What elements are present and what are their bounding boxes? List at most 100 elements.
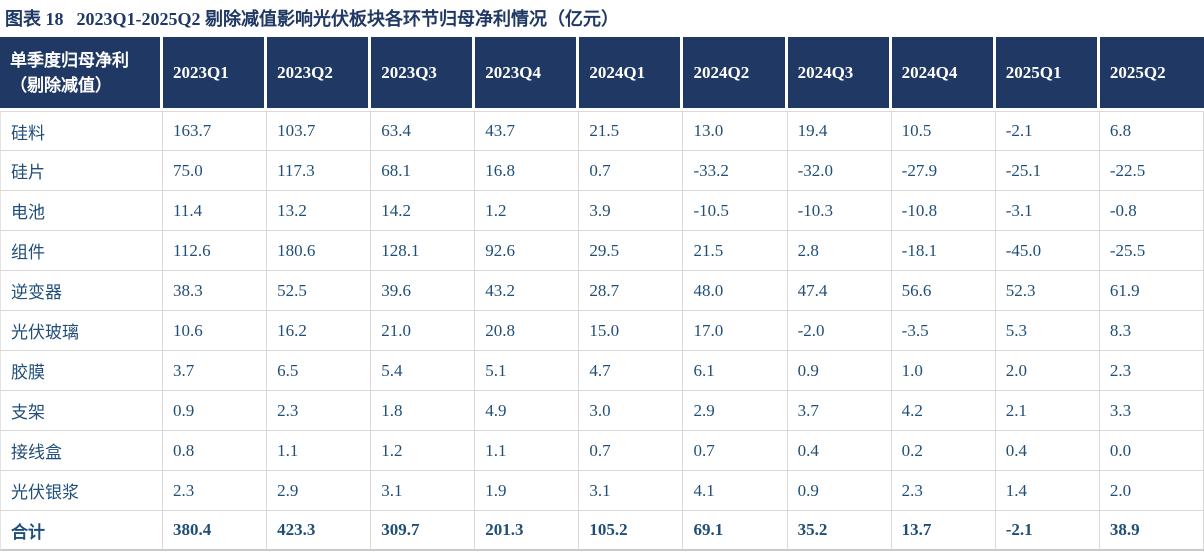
- table-row: 胶膜 3.7 6.5 5.4 5.1 4.7 6.1 0.9 1.0 2.0 2.3: [0, 351, 1204, 391]
- value-cell: 47.4: [787, 271, 892, 311]
- value-cell: 0.7: [579, 151, 684, 191]
- value-cell: 3.7: [163, 351, 268, 391]
- value-cell: 43.2: [475, 271, 580, 311]
- value-cell: 19.4: [787, 111, 892, 151]
- column-header-2025Q1: 2025Q1: [995, 37, 1100, 111]
- table-body: 硅料 163.7 103.7 63.4 43.7 21.5 13.0 19.4 10.5 -2.1…: [0, 111, 1204, 551]
- value-cell: 2.3: [163, 471, 268, 511]
- value-cell: -3.1: [995, 191, 1100, 231]
- value-cell: 2.8: [787, 231, 892, 271]
- row-label-cell: 硅料: [0, 111, 163, 151]
- value-cell: -25.5: [1099, 231, 1204, 271]
- value-cell: 0.4: [995, 431, 1100, 471]
- table-row: 光伏玻璃 10.6 16.2 21.0 20.8 15.0 17.0 -2.0 -3.5 5.3 8…: [0, 311, 1204, 351]
- value-cell: 38.9: [1099, 511, 1204, 551]
- value-cell: -3.5: [891, 311, 996, 351]
- corner-header-line1: 单季度归母净利: [10, 50, 129, 70]
- value-cell: 105.2: [579, 511, 684, 551]
- value-cell: 48.0: [683, 271, 788, 311]
- value-cell: 52.5: [267, 271, 372, 311]
- corner-header-cell: 单季度归母净利 （剔除减值）: [0, 37, 163, 111]
- value-cell: 13.0: [683, 111, 788, 151]
- value-cell: 35.2: [787, 511, 892, 551]
- column-header-2024Q3: 2024Q3: [787, 37, 892, 111]
- column-header-2023Q2: 2023Q2: [267, 37, 372, 111]
- value-cell: 5.4: [371, 351, 476, 391]
- value-cell: 28.7: [579, 271, 684, 311]
- value-cell: 5.3: [995, 311, 1100, 351]
- value-cell: -10.3: [787, 191, 892, 231]
- value-cell: 0.8: [163, 431, 268, 471]
- value-cell: 1.2: [371, 431, 476, 471]
- value-cell: 423.3: [267, 511, 372, 551]
- table-row: 接线盒 0.8 1.1 1.2 1.1 0.7 0.7 0.4 0.2 0.4 0.0: [0, 431, 1204, 471]
- value-cell: -10.8: [891, 191, 996, 231]
- value-cell: 68.1: [371, 151, 476, 191]
- table-row: 光伏银浆 2.3 2.9 3.1 1.9 3.1 4.1 0.9 2.3 1.4 2.0: [0, 471, 1204, 511]
- value-cell: -45.0: [995, 231, 1100, 271]
- value-cell: -32.0: [787, 151, 892, 191]
- value-cell: 2.0: [995, 351, 1100, 391]
- value-cell: 2.9: [267, 471, 372, 511]
- value-cell: -2.0: [787, 311, 892, 351]
- value-cell: 2.1: [995, 391, 1100, 431]
- column-header-2024Q4: 2024Q4: [891, 37, 996, 111]
- value-cell: 6.1: [683, 351, 788, 391]
- table-row: 硅料 163.7 103.7 63.4 43.7 21.5 13.0 19.4 10.5 -2.1…: [0, 111, 1204, 151]
- value-cell: 0.0: [1099, 431, 1204, 471]
- value-cell: -22.5: [1099, 151, 1204, 191]
- value-cell: 103.7: [267, 111, 372, 151]
- value-cell: 128.1: [371, 231, 476, 271]
- value-cell: 112.6: [163, 231, 268, 271]
- value-cell: 29.5: [579, 231, 684, 271]
- quarterly-net-profit-table: 单季度归母净利 （剔除减值） 2023Q1 2023Q2 2023Q3 2023Q4 2…: [0, 37, 1204, 551]
- value-cell: 4.9: [475, 391, 580, 431]
- value-cell: 11.4: [163, 191, 268, 231]
- value-cell: 16.2: [267, 311, 372, 351]
- figure-caption: 2023Q1-2025Q2 剔除减值影响光伏板块各环节归母净利情况（亿元）: [76, 9, 620, 29]
- value-cell: 3.1: [371, 471, 476, 511]
- column-header-2024Q1: 2024Q1: [579, 37, 684, 111]
- value-cell: 14.2: [371, 191, 476, 231]
- table-header-row: 单季度归母净利 （剔除减值） 2023Q1 2023Q2 2023Q3 2023Q4 2…: [0, 37, 1204, 111]
- value-cell: 3.0: [579, 391, 684, 431]
- column-header-2023Q4: 2023Q4: [475, 37, 580, 111]
- row-label-cell: 硅片: [0, 151, 163, 191]
- value-cell: 63.4: [371, 111, 476, 151]
- value-cell: 13.7: [891, 511, 996, 551]
- value-cell: 1.9: [475, 471, 580, 511]
- value-cell: 21.0: [371, 311, 476, 351]
- value-cell: 16.8: [475, 151, 580, 191]
- table-row-total: 合计 380.4 423.3 309.7 201.3 105.2 69.1 35.2 13.7-…: [0, 511, 1204, 551]
- value-cell: 2.9: [683, 391, 788, 431]
- value-cell: 4.2: [891, 391, 996, 431]
- value-cell: 3.3: [1099, 391, 1204, 431]
- value-cell: 6.5: [267, 351, 372, 391]
- value-cell: 309.7: [371, 511, 476, 551]
- value-cell: -33.2: [683, 151, 788, 191]
- value-cell: 10.6: [163, 311, 268, 351]
- value-cell: 0.4: [787, 431, 892, 471]
- value-cell: 0.7: [683, 431, 788, 471]
- value-cell: 1.1: [267, 431, 372, 471]
- value-cell: 0.7: [579, 431, 684, 471]
- value-cell: 1.2: [475, 191, 580, 231]
- value-cell: 0.2: [891, 431, 996, 471]
- value-cell: 2.3: [891, 471, 996, 511]
- value-cell: 4.7: [579, 351, 684, 391]
- value-cell: 1.8: [371, 391, 476, 431]
- column-header-2025Q2: 2025Q2: [1099, 37, 1204, 111]
- value-cell: 1.0: [891, 351, 996, 391]
- value-cell: 17.0: [683, 311, 788, 351]
- value-cell: 21.5: [683, 231, 788, 271]
- row-label-cell: 合计: [0, 511, 163, 551]
- row-label-cell: 光伏银浆: [0, 471, 163, 511]
- row-label-cell: 逆变器: [0, 271, 163, 311]
- row-label-cell: 接线盒: [0, 431, 163, 471]
- value-cell: 1.1: [475, 431, 580, 471]
- row-label-cell: 组件: [0, 231, 163, 271]
- value-cell: 5.1: [475, 351, 580, 391]
- value-cell: 20.8: [475, 311, 580, 351]
- value-cell: 380.4: [163, 511, 268, 551]
